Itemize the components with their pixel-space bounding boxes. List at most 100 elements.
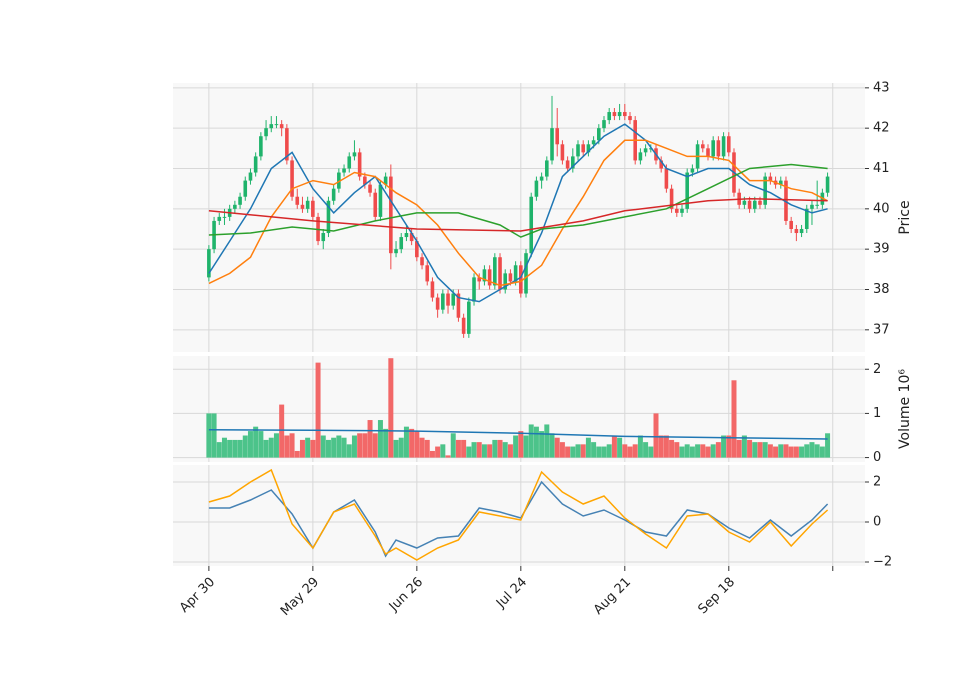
volume-bar xyxy=(367,420,373,458)
volume-bar xyxy=(710,444,716,458)
volume-bar xyxy=(455,439,461,458)
candle-body xyxy=(409,233,414,242)
volume-bar xyxy=(440,444,446,458)
y-tick-label: 41 xyxy=(873,161,890,176)
candle-body xyxy=(482,269,487,282)
volume-bar xyxy=(731,380,737,458)
volume-bar xyxy=(585,437,591,458)
volume-bar xyxy=(403,426,409,458)
volume-bar xyxy=(596,446,602,458)
volume-bar xyxy=(721,435,727,458)
volume-bar xyxy=(242,435,248,458)
candle-body xyxy=(597,128,601,141)
volume-bar xyxy=(523,435,529,458)
candle-body xyxy=(295,196,300,205)
candle-body xyxy=(716,140,721,157)
candle-body xyxy=(415,241,419,258)
candle-body xyxy=(207,249,211,278)
volume-bar xyxy=(325,439,331,458)
candle-body xyxy=(545,160,549,177)
volume-bar xyxy=(544,424,550,458)
volume-bar xyxy=(663,435,669,458)
volume-bar xyxy=(299,439,305,458)
volume-bar xyxy=(637,435,643,458)
volume-bar xyxy=(487,444,493,458)
x-tick-label: Aug 21 xyxy=(591,575,634,618)
volume-bar xyxy=(346,444,352,458)
candle-body xyxy=(648,148,653,150)
volume-bar xyxy=(669,439,675,458)
candle-body xyxy=(467,301,471,334)
volume-bar xyxy=(237,439,243,458)
candle-body xyxy=(311,200,315,217)
volume-bar xyxy=(518,431,524,458)
candle-body xyxy=(571,156,575,169)
candle-body xyxy=(243,180,248,197)
volume-bar xyxy=(362,433,368,458)
candle-body xyxy=(778,180,783,185)
volume-bar xyxy=(466,446,472,458)
candle-body xyxy=(399,237,404,250)
volume-bar xyxy=(450,433,456,458)
candle-body xyxy=(498,257,502,290)
volume-bar xyxy=(632,444,638,458)
volume-bar xyxy=(549,433,555,458)
candle-body xyxy=(222,216,227,218)
candle-body xyxy=(768,176,773,181)
volume-bar xyxy=(502,442,508,458)
candle-body xyxy=(513,265,518,282)
y-axis-label: Price xyxy=(897,200,913,234)
volume-bar xyxy=(289,433,295,458)
volume-bar xyxy=(575,444,581,458)
candle-body xyxy=(789,220,793,229)
volume-bar xyxy=(513,435,519,458)
candle-body xyxy=(825,176,830,193)
volume-bar xyxy=(253,426,259,458)
line-series xyxy=(208,468,829,561)
candle-body xyxy=(529,196,534,254)
line-series xyxy=(208,429,828,440)
candle-body xyxy=(253,156,258,173)
volume-bar xyxy=(232,439,238,458)
line-series xyxy=(208,197,828,232)
volume-bar xyxy=(715,442,721,458)
volume-bar xyxy=(424,439,430,458)
candle-body xyxy=(711,140,715,157)
volume-bar xyxy=(674,442,680,458)
volume-bar xyxy=(320,435,326,458)
volume-bar xyxy=(539,431,545,458)
volume-bar xyxy=(445,455,451,458)
candle-body xyxy=(487,269,492,286)
volume-bar xyxy=(507,444,513,458)
volume-bar xyxy=(258,431,264,458)
candle-body xyxy=(721,136,726,157)
y-tick-label: 2 xyxy=(873,475,881,490)
volume-bar xyxy=(533,426,539,458)
candle-body xyxy=(461,317,466,334)
volume-bar xyxy=(305,437,311,458)
candle-body xyxy=(259,136,263,157)
volume-bar xyxy=(565,446,571,458)
volume-bar xyxy=(414,431,420,458)
volume-bar xyxy=(471,442,477,458)
volume-bar xyxy=(435,446,441,458)
candle-body xyxy=(643,148,648,153)
volume-bar xyxy=(580,444,586,458)
volume-bar xyxy=(689,446,695,458)
volume-bar xyxy=(757,442,763,458)
candle-body xyxy=(274,124,279,126)
candle-body xyxy=(659,160,663,169)
volume-bar xyxy=(273,433,279,458)
x-tick-label: Apr 30 xyxy=(177,575,218,616)
candle-body xyxy=(321,233,326,242)
volume-bar xyxy=(819,446,825,458)
volume-bar xyxy=(268,437,274,458)
candle-body xyxy=(420,257,424,266)
candle-body xyxy=(586,144,591,153)
candle-body xyxy=(565,160,570,169)
candle-body xyxy=(472,277,476,302)
volume-bar xyxy=(310,439,316,458)
volume-bar xyxy=(736,439,742,458)
candle-body xyxy=(685,172,689,209)
volume-bar xyxy=(247,431,253,458)
